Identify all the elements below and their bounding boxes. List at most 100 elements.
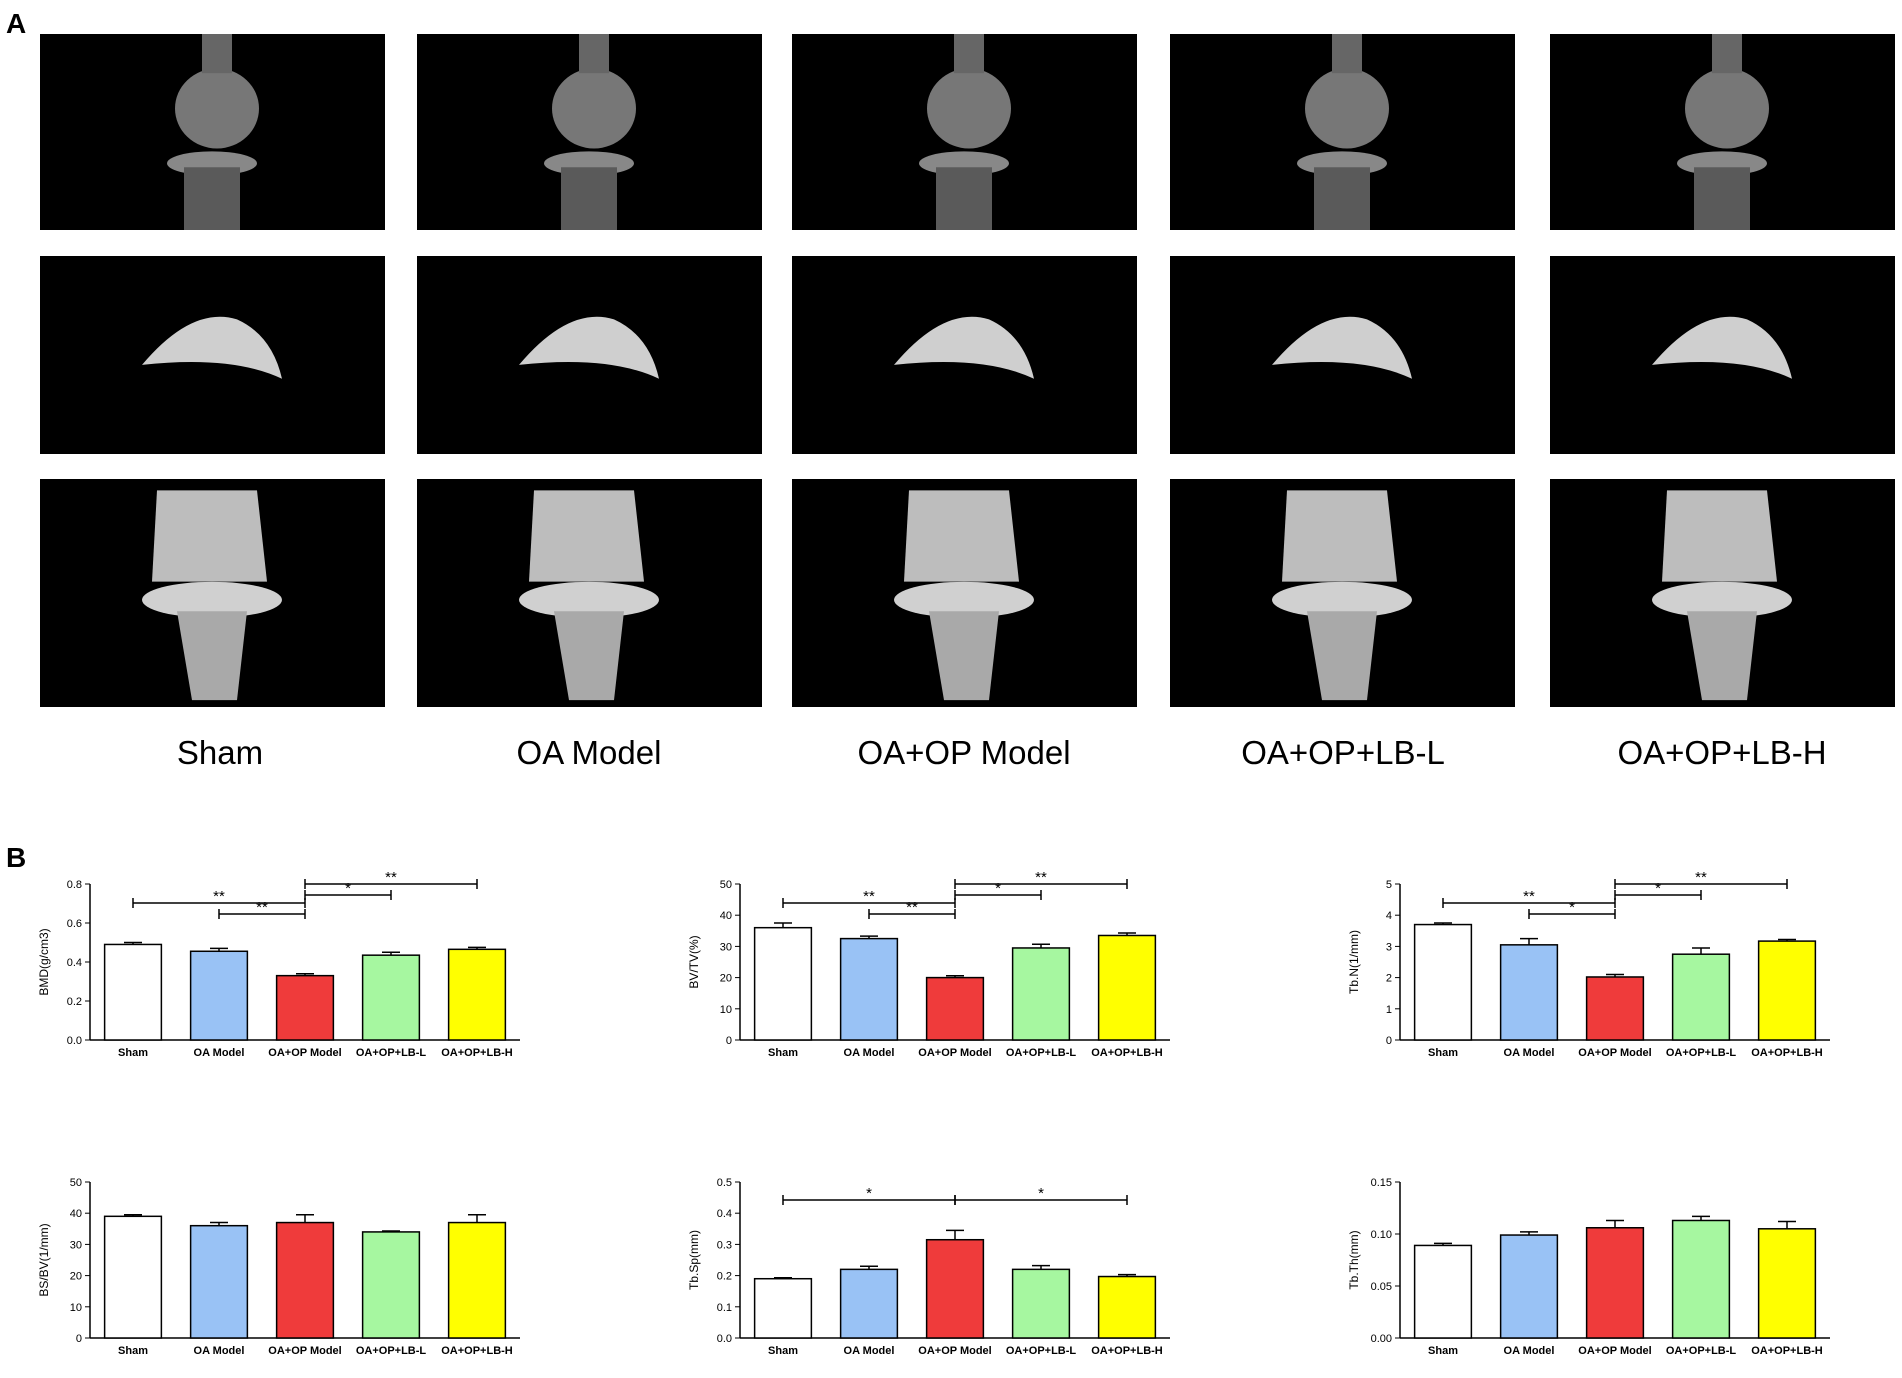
femur-shape	[1305, 68, 1389, 149]
tibia-shaft-shape	[1314, 167, 1370, 230]
x-category-label: OA+OP+LB-L	[356, 1345, 427, 1357]
tibia-shaft-shape	[561, 167, 617, 230]
y-axis-label: Tb.Th(mm)	[1347, 1230, 1361, 1289]
bar	[1671, 953, 1731, 1041]
bar	[1757, 940, 1817, 1041]
bar	[753, 926, 813, 1041]
bar-chart: 0.0 0.1 0.2 0.3 0.4 0.5 Tb.Sp(mm) Sham OA Model O…	[670, 1168, 1180, 1373]
y-tick-label: 0.4	[717, 1208, 732, 1220]
y-tick-label: 30	[70, 1239, 82, 1251]
x-category-label: OA+OP Model	[918, 1047, 991, 1059]
significance-label: *	[345, 880, 351, 897]
y-tick-label: 5	[1386, 879, 1392, 891]
y-tick-label: 50	[70, 1177, 82, 1189]
femur-shaft-shape	[579, 34, 609, 74]
bar	[189, 1224, 249, 1339]
x-category-label: Sham	[1428, 1047, 1458, 1059]
x-category-label: OA Model	[194, 1047, 245, 1059]
significance-label: **	[256, 899, 268, 916]
y-tick-label: 40	[720, 910, 732, 922]
x-category-label: Sham	[768, 1047, 798, 1059]
bar	[447, 948, 507, 1041]
femur-3d-shape	[1662, 490, 1777, 582]
group-label: OA+OP+LB-L	[1241, 734, 1445, 771]
tibia-3d-shape	[1307, 611, 1377, 701]
bar-chart: 0 10 20 30 40 50 BV/TV(%) Sham OA Model OA+OP Mod…	[670, 869, 1180, 1075]
x-category-label: OA+OP Model	[268, 1345, 341, 1357]
y-axis-label: Tb.Sp(mm)	[687, 1230, 701, 1290]
femur-shape	[1685, 68, 1769, 149]
bar	[1413, 1244, 1473, 1339]
tibia-shaft-shape	[936, 167, 992, 230]
x-category-label: Sham	[1428, 1345, 1458, 1357]
x-category-label: OA Model	[844, 1047, 895, 1059]
microct-3d-reconstruction-image	[1170, 479, 1515, 707]
microct-3d-reconstruction-image	[792, 479, 1137, 707]
bar	[103, 943, 163, 1041]
y-tick-label: 0.6	[67, 918, 82, 930]
femur-shaft-shape	[1712, 34, 1742, 74]
tibia-3d-shape	[1687, 611, 1757, 701]
y-tick-label: 0.4	[67, 957, 82, 969]
microct-sagittal-image	[1550, 34, 1895, 230]
bar-chart-svg: 0.0 0.2 0.4 0.6 0.8 BMD(g/cm3) Sham OA Model OA+…	[37, 869, 520, 1059]
group-label: OA Model	[516, 734, 662, 771]
bar	[1585, 976, 1645, 1041]
femur-3d-shape	[529, 490, 644, 582]
x-category-label: OA+OP Model	[1578, 1047, 1651, 1059]
significance-label: **	[1035, 869, 1047, 886]
x-category-label: OA+OP+LB-L	[1666, 1345, 1737, 1357]
x-category-label: OA+OP Model	[918, 1345, 991, 1357]
bar	[1011, 947, 1071, 1041]
y-axis-label: BMD(g/cm3)	[37, 928, 51, 995]
tibia-plateau-3d-shape	[142, 581, 282, 618]
y-tick-label: 20	[70, 1271, 82, 1283]
bar-chart-svg: 0.0 0.1 0.2 0.3 0.4 0.5 Tb.Sp(mm) Sham OA Model O…	[687, 1177, 1170, 1357]
bar	[925, 1238, 985, 1339]
y-tick-label: 0.2	[67, 996, 82, 1008]
x-category-label: OA+OP+LB-L	[1666, 1047, 1737, 1059]
y-tick-label: 0.5	[717, 1177, 732, 1189]
bar-chart: 0.00 0.05 0.10 0.15 Tb.Th(mm) Sham OA Model OA+…	[1330, 1168, 1840, 1373]
x-category-label: Sham	[118, 1047, 148, 1059]
significance-label: *	[866, 1185, 872, 1202]
significance-label: *	[1569, 899, 1575, 916]
tibia-plateau-3d-shape	[894, 581, 1034, 618]
tibia-plateau-3d-shape	[1272, 581, 1412, 618]
bar-chart-svg: 0 10 20 30 40 50 BV/TV(%) Sham OA Model OA+OP Mod…	[687, 869, 1170, 1059]
significance-label: **	[213, 888, 225, 905]
y-tick-label: 0	[76, 1333, 82, 1345]
x-category-label: OA+OP+LB-H	[1091, 1047, 1163, 1059]
y-tick-label: 0	[726, 1035, 732, 1047]
x-category-label: OA+OP+LB-H	[1751, 1047, 1823, 1059]
microct-3d-reconstruction-image	[417, 479, 762, 707]
y-tick-label: 0.00	[1371, 1333, 1392, 1345]
significance-label: *	[1655, 880, 1661, 897]
bar	[1499, 1234, 1559, 1339]
patella-section-shape	[519, 316, 659, 379]
femur-shaft-shape	[1332, 34, 1362, 74]
x-category-label: Sham	[768, 1345, 798, 1357]
bar	[275, 974, 335, 1041]
y-tick-label: 3	[1386, 941, 1392, 953]
x-category-label: OA+OP+LB-L	[1006, 1345, 1077, 1357]
femur-3d-shape	[904, 490, 1019, 582]
y-tick-label: 10	[70, 1302, 82, 1314]
y-tick-label: 40	[70, 1208, 82, 1220]
femur-shape	[175, 68, 259, 149]
tibia-3d-shape	[554, 611, 624, 701]
bar	[361, 954, 421, 1041]
bar	[839, 1268, 899, 1339]
bar	[103, 1215, 163, 1339]
patella-section-shape	[1272, 316, 1412, 379]
bar	[753, 1277, 813, 1339]
patella-section-shape	[894, 316, 1034, 379]
y-tick-label: 0.2	[717, 1271, 732, 1283]
femur-shaft-shape	[954, 34, 984, 74]
y-axis-label: BS/BV(1/mm)	[37, 1223, 51, 1296]
microct-cross-section-image	[792, 256, 1137, 454]
microct-sagittal-image	[792, 34, 1137, 230]
microct-sagittal-image	[417, 34, 762, 230]
x-category-label: OA+OP Model	[1578, 1345, 1651, 1357]
tibia-plateau-3d-shape	[519, 581, 659, 618]
